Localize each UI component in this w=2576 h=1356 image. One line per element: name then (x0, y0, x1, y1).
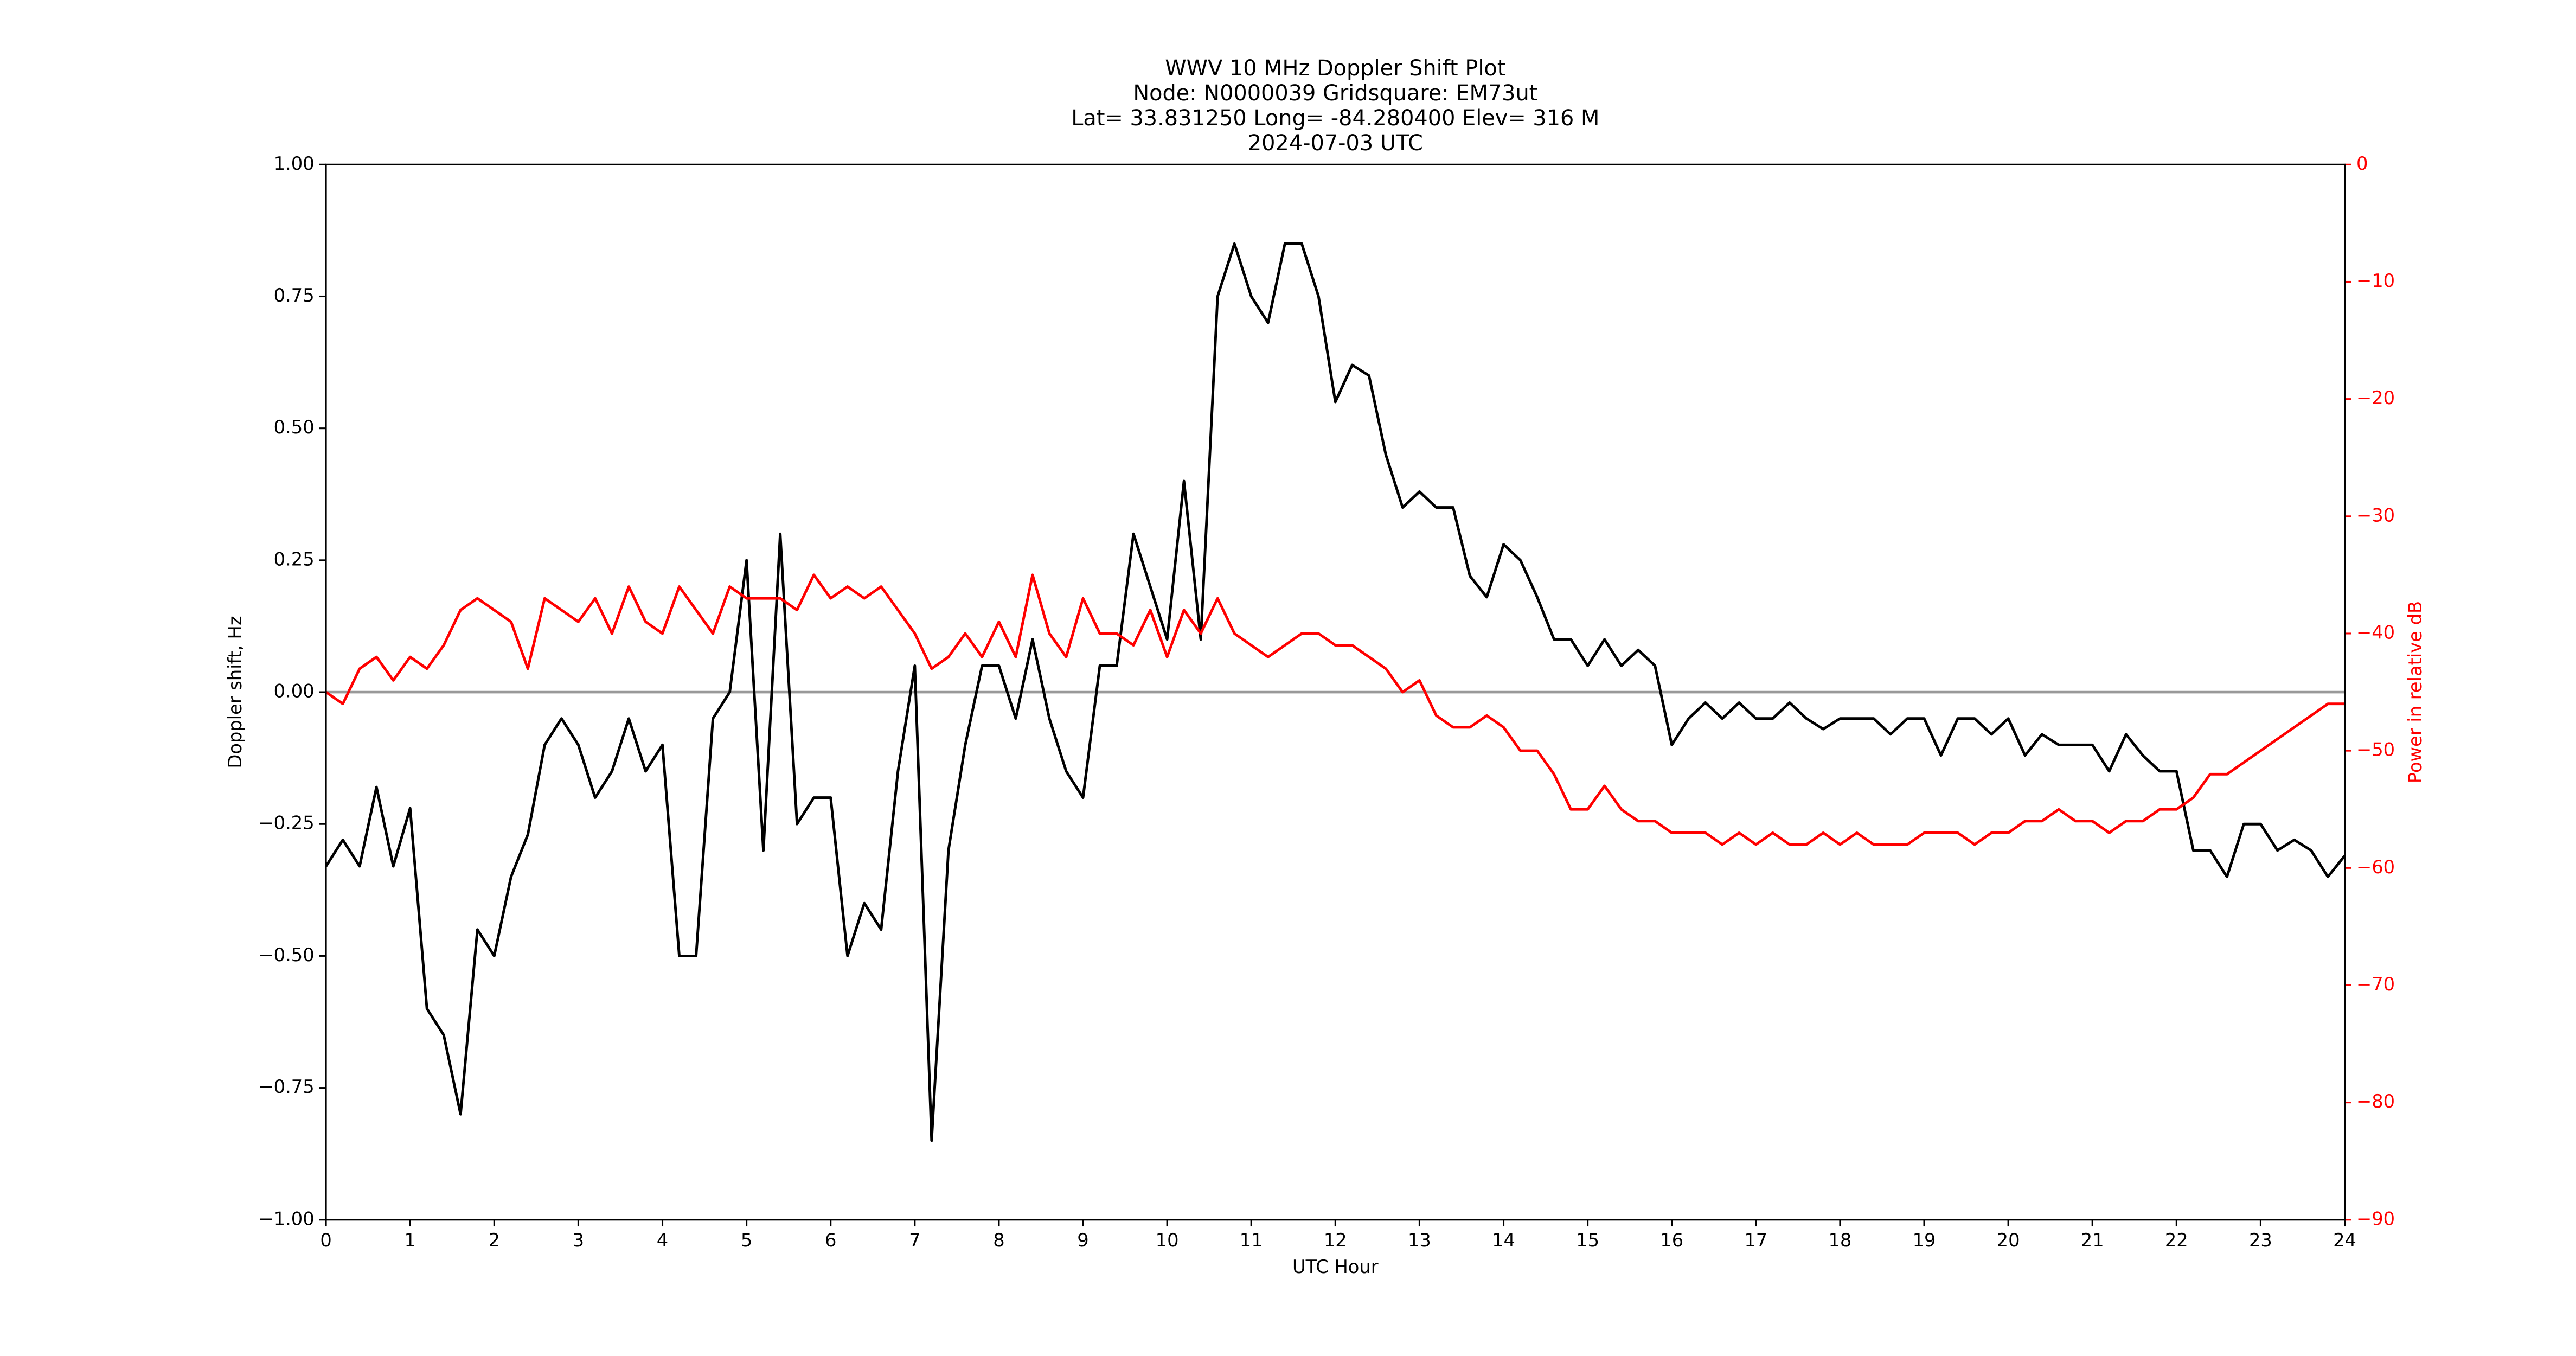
x-tick-label: 16 (1660, 1230, 1683, 1251)
x-tick-label: 12 (1324, 1230, 1347, 1251)
chart-title: 2024-07-03 UTC (1248, 131, 1423, 156)
x-tick-label: 24 (2333, 1230, 2356, 1251)
y2-tick-label: −30 (2356, 504, 2395, 526)
x-axis-label: UTC Hour (1292, 1256, 1379, 1277)
y2-tick-label: −80 (2356, 1091, 2395, 1112)
x-tick-label: 10 (1156, 1230, 1179, 1251)
x-tick-label: 7 (909, 1230, 920, 1251)
x-tick-label: 13 (1408, 1230, 1431, 1251)
y2-tick-label: −10 (2356, 270, 2395, 291)
x-tick-label: 1 (404, 1230, 415, 1251)
x-tick-label: 22 (2165, 1230, 2188, 1251)
x-tick-label: 9 (1077, 1230, 1088, 1251)
x-tick-label: 18 (1828, 1230, 1851, 1251)
x-tick-label: 5 (741, 1230, 752, 1251)
y-tick-label: 0.50 (274, 417, 315, 438)
data-line (325, 573, 2345, 846)
plot-frame (325, 163, 2346, 1221)
x-tick-label: 3 (573, 1230, 584, 1251)
chart-title: Lat= 33.831250 Long= -84.280400 Elev= 31… (1071, 106, 1599, 131)
x-tick-label: 14 (1492, 1230, 1515, 1251)
x-tick-label: 4 (657, 1230, 668, 1251)
y-tick-label: −0.75 (258, 1076, 314, 1097)
x-tick-label: 19 (1913, 1230, 1936, 1251)
chart-title: Node: N0000039 Gridsquare: EM73ut (1133, 81, 1537, 106)
y2-tick-label: −40 (2356, 622, 2395, 643)
x-tick-label: 6 (825, 1230, 836, 1251)
x-tick-label: 20 (1997, 1230, 2020, 1251)
y2-tick-label: −50 (2356, 739, 2395, 760)
x-tick-label: 21 (2081, 1230, 2104, 1251)
y2-tick-label: −70 (2356, 974, 2395, 995)
y2-tick-label: 0 (2356, 153, 2368, 174)
x-tick-label: 0 (320, 1230, 331, 1251)
y-tick-label: −0.50 (258, 944, 314, 965)
y2-tick-label: −60 (2356, 856, 2395, 878)
y2-tick-label: −90 (2356, 1208, 2395, 1229)
y-tick-label: 0.25 (274, 548, 315, 570)
y-tick-label: 1.00 (274, 153, 315, 174)
y-tick-label: 0.75 (274, 285, 315, 306)
x-tick-label: 2 (489, 1230, 500, 1251)
y2-tick-label: −20 (2356, 387, 2395, 408)
chart-title: WWV 10 MHz Doppler Shift Plot (1165, 56, 1505, 81)
x-tick-label: 8 (993, 1230, 1004, 1251)
y2-axis-label: Power in relative dB (2405, 601, 2426, 783)
x-tick-label: 15 (1576, 1230, 1599, 1251)
x-tick-label: 23 (2249, 1230, 2272, 1251)
x-tick-label: 11 (1240, 1230, 1263, 1251)
x-tick-label: 17 (1744, 1230, 1767, 1251)
y-tick-label: 0.00 (274, 681, 315, 702)
y-axis-label: Doppler shift, Hz (225, 616, 246, 768)
y-tick-label: −0.25 (258, 813, 314, 834)
data-line (325, 242, 2346, 1142)
y-tick-label: −1.00 (258, 1208, 314, 1229)
